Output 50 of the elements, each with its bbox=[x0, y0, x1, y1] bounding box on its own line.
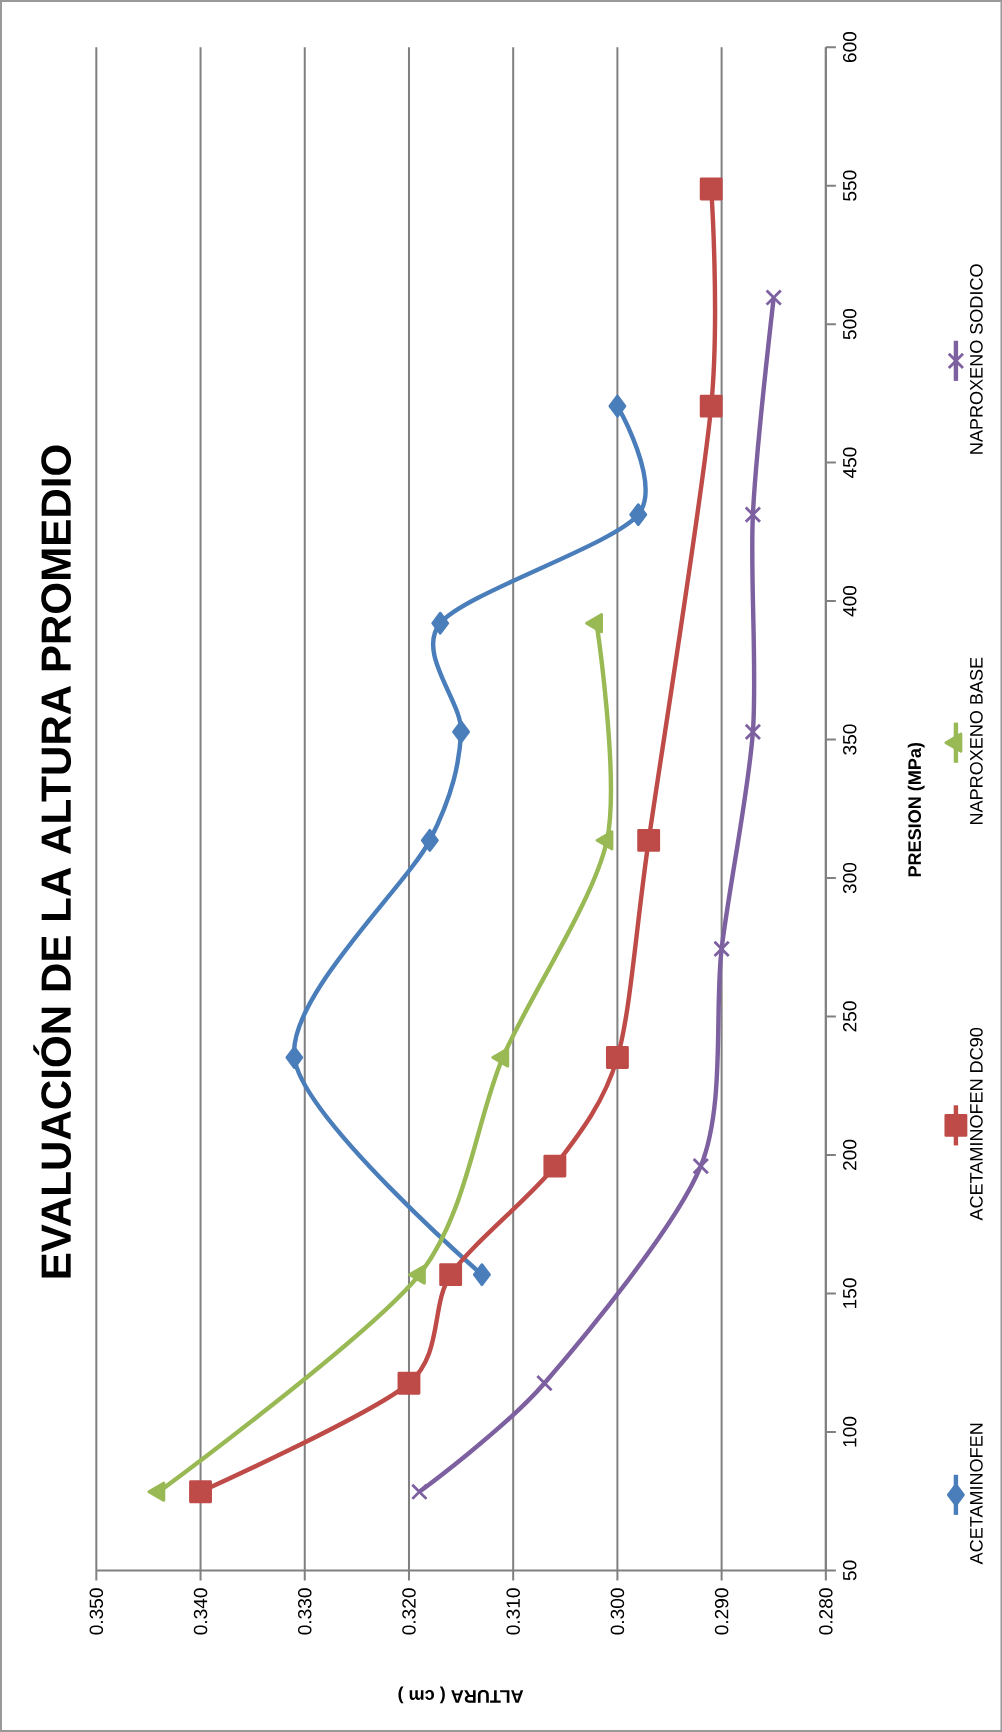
point bbox=[397, 1371, 421, 1395]
legend-label: ACETAMINOFEN DC90 bbox=[969, 1027, 983, 1221]
x-tick-label: 0.310 bbox=[506, 1588, 520, 1635]
y-tick-label: 500 bbox=[842, 308, 857, 340]
x-tick-label: 0.320 bbox=[402, 1588, 416, 1635]
y-tick-label: 600 bbox=[842, 32, 857, 63]
y-tick-label: 450 bbox=[842, 447, 857, 479]
y-tick-label: 50 bbox=[842, 1560, 857, 1581]
text: EVALUACIÓN DE LA ALTURA PROMEDIO bbox=[33, 445, 71, 1278]
point bbox=[147, 1481, 166, 1502]
point bbox=[438, 1263, 462, 1287]
x-tick-label: 0.300 bbox=[610, 1588, 624, 1635]
point bbox=[699, 394, 723, 418]
legend-label: NAPROXENO BASE bbox=[969, 657, 983, 825]
point bbox=[605, 1046, 629, 1069]
point bbox=[712, 940, 730, 958]
point bbox=[692, 1157, 710, 1175]
y-tick-label: 400 bbox=[842, 585, 857, 617]
point bbox=[188, 1480, 212, 1504]
y-tick-label: 150 bbox=[842, 1278, 857, 1308]
x-tick-label: 0.330 bbox=[297, 1588, 312, 1635]
point bbox=[451, 720, 470, 744]
legend-label: ACETAMINOFEN bbox=[969, 1423, 983, 1565]
point bbox=[608, 394, 627, 418]
point bbox=[431, 611, 449, 635]
point bbox=[420, 828, 439, 852]
legend-label: NAPROXENO SODICO bbox=[969, 264, 983, 454]
point bbox=[535, 1374, 553, 1392]
y-tick-label: 100 bbox=[842, 1416, 857, 1447]
point bbox=[285, 1046, 304, 1069]
y-tick-label: 300 bbox=[842, 862, 857, 894]
x-tick-label: 0.290 bbox=[714, 1588, 729, 1635]
y-tick-label: 200 bbox=[842, 1139, 857, 1170]
y-tick-label: 350 bbox=[842, 724, 857, 755]
point bbox=[765, 289, 783, 307]
point bbox=[699, 177, 723, 201]
x-tick-label: 0.350 bbox=[89, 1588, 103, 1635]
y-tick-label: 250 bbox=[842, 1001, 857, 1032]
y-axis-title: PRESION (MPa) bbox=[907, 742, 925, 877]
point bbox=[472, 1263, 491, 1287]
point bbox=[744, 506, 762, 524]
point bbox=[543, 1154, 567, 1178]
y-tick-label: 550 bbox=[842, 170, 857, 201]
x-axis-title: ALTURA ( cm ) bbox=[398, 1686, 523, 1704]
point bbox=[629, 503, 647, 527]
x-tick-label: 0.340 bbox=[193, 1588, 208, 1635]
point bbox=[410, 1483, 428, 1501]
point bbox=[744, 723, 762, 741]
point bbox=[637, 828, 660, 852]
x-tick-label: 0.280 bbox=[818, 1588, 833, 1635]
